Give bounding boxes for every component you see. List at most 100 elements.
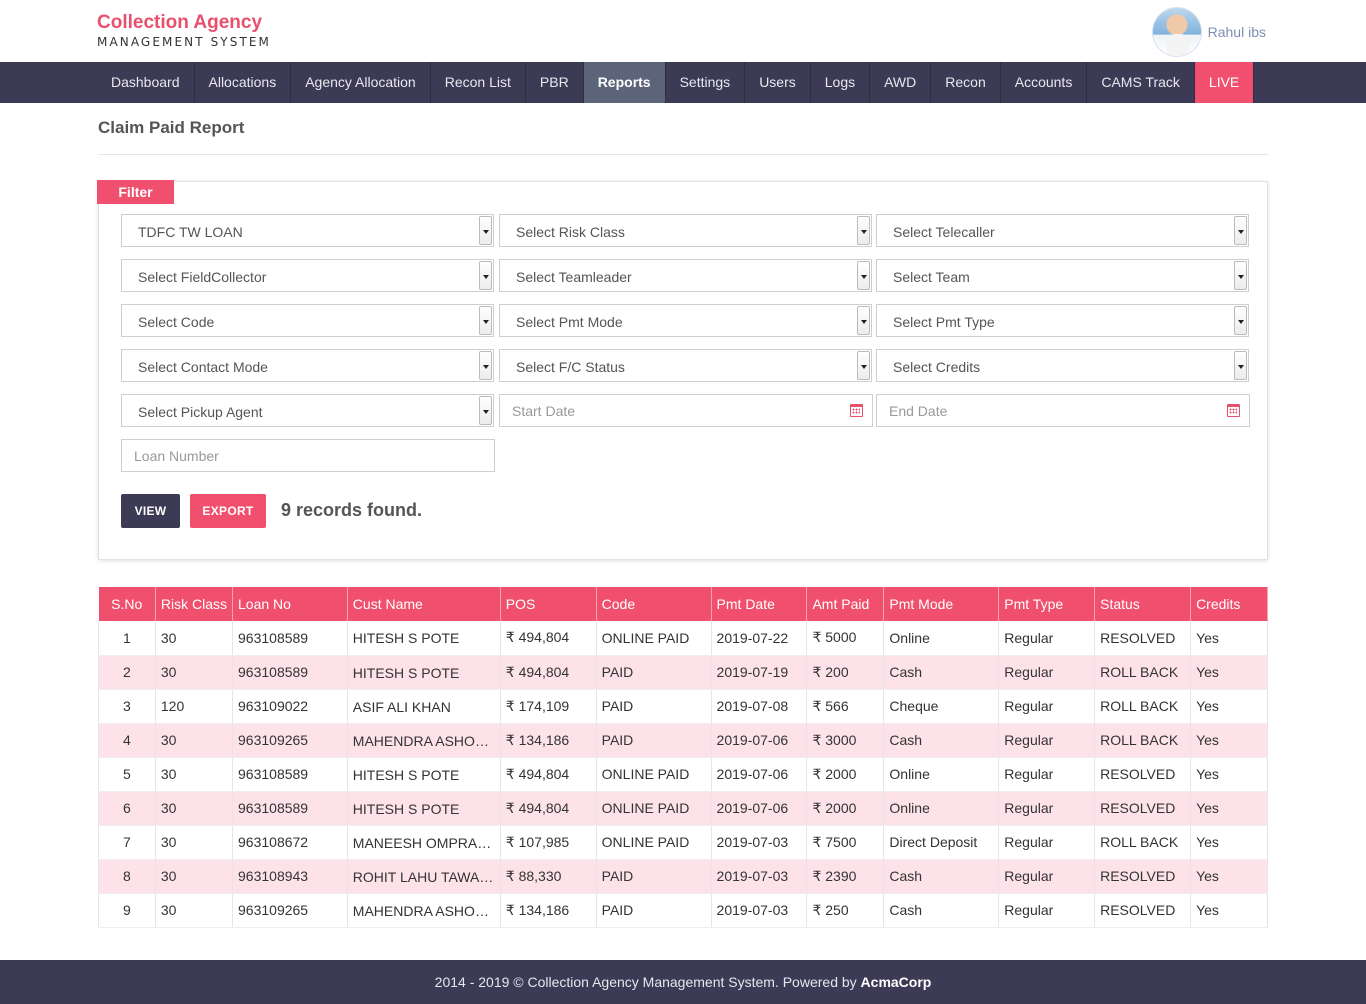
- start-date-input[interactable]: Start Date: [499, 394, 873, 427]
- table-cell: ₹ 494,804: [500, 791, 597, 826]
- footer-text: 2014 - 2019 © Collection Agency Manageme…: [434, 974, 857, 990]
- table-cell: RESOLVED: [1094, 859, 1192, 894]
- table-cell: Cash: [883, 723, 1000, 758]
- footer-company[interactable]: AcmaCorp: [860, 974, 932, 990]
- table-cell: HITESH S POTE: [347, 655, 501, 690]
- nav-item-live[interactable]: LIVE: [1194, 62, 1255, 103]
- table-cell: Regular: [998, 689, 1096, 724]
- table-cell: 2019-07-06: [711, 757, 808, 792]
- table-cell: ONLINE PAID: [596, 791, 712, 826]
- pmt-mode-select[interactable]: Select Pmt Mode: [499, 304, 872, 337]
- field-collector-select[interactable]: Select FieldCollector: [121, 259, 494, 292]
- column-header: Credits: [1190, 587, 1268, 621]
- end-date-input[interactable]: End Date: [876, 394, 1250, 427]
- chevron-down-icon[interactable]: [1234, 306, 1247, 335]
- credits-select[interactable]: Select Credits: [876, 349, 1249, 382]
- nav-item-dashboard[interactable]: Dashboard: [97, 62, 195, 103]
- customer-name: HITESH S POTE: [352, 800, 460, 817]
- pmt-type-select[interactable]: Select Pmt Type: [876, 304, 1249, 337]
- user-menu[interactable]: Rahul ibs: [1151, 7, 1266, 57]
- table-cell: 2019-07-03: [711, 893, 808, 928]
- teamleader-select[interactable]: Select Teamleader: [499, 259, 872, 292]
- select-value: Select F/C Status: [516, 358, 625, 375]
- chevron-down-icon[interactable]: [1234, 216, 1247, 245]
- filter-tab-label: Filter: [97, 180, 174, 204]
- brand-subtitle: MANAGEMENT SYSTEM: [97, 35, 272, 49]
- column-header: Pmt Type: [998, 587, 1096, 621]
- table-cell: MAHENDRA ASHOK...: [347, 893, 501, 928]
- view-button[interactable]: VIEW: [121, 494, 180, 528]
- nav-item-pbr[interactable]: PBR: [526, 62, 584, 103]
- chevron-down-icon[interactable]: [479, 351, 492, 380]
- chevron-down-icon[interactable]: [479, 216, 492, 245]
- export-button[interactable]: EXPORT: [190, 494, 266, 528]
- table-cell: ₹ 7500: [806, 825, 885, 860]
- select-value: Select Pmt Type: [893, 313, 995, 330]
- avatar[interactable]: [1151, 7, 1202, 57]
- table-cell: Regular: [998, 621, 1096, 656]
- table-cell: 963108672: [232, 825, 348, 860]
- fc-status-select[interactable]: Select F/C Status: [499, 349, 872, 382]
- table-cell: Cheque: [883, 689, 1000, 724]
- chevron-down-icon[interactable]: [857, 261, 870, 290]
- chevron-down-icon[interactable]: [857, 306, 870, 335]
- nav-item-allocations[interactable]: Allocations: [195, 62, 292, 103]
- table-cell: RESOLVED: [1094, 757, 1192, 792]
- table-cell: 2019-07-22: [711, 621, 808, 656]
- brand-logo[interactable]: Collection Agency MANAGEMENT SYSTEM: [97, 12, 271, 49]
- chevron-down-icon[interactable]: [857, 216, 870, 245]
- chevron-down-icon[interactable]: [1234, 261, 1247, 290]
- chevron-down-icon[interactable]: [857, 351, 870, 380]
- main-nav: Dashboard Allocations Agency Allocation …: [0, 62, 1366, 103]
- table-cell: 1: [98, 621, 156, 656]
- table-cell: 963108943: [232, 859, 348, 894]
- nav-item-reports[interactable]: Reports: [583, 62, 666, 103]
- table-cell: Yes: [1190, 655, 1268, 690]
- table-cell: 4: [98, 723, 156, 758]
- calendar-icon[interactable]: [1227, 404, 1240, 417]
- calendar-icon[interactable]: [850, 404, 863, 417]
- table-cell: MAHENDRA ASHOK...: [347, 723, 501, 758]
- nav-item-accounts[interactable]: Accounts: [1001, 62, 1088, 103]
- records-count: 9 records found.: [281, 500, 423, 520]
- table-cell: ₹ 5000: [806, 621, 885, 656]
- column-header: Loan No: [232, 587, 348, 621]
- loan-number-input[interactable]: Loan Number: [121, 439, 495, 472]
- nav-item-users[interactable]: Users: [745, 62, 811, 103]
- table-cell: ₹ 134,186: [500, 893, 597, 928]
- team-select[interactable]: Select Team: [876, 259, 1249, 292]
- risk-class-select[interactable]: Select Risk Class: [499, 214, 872, 247]
- table-cell: 2019-07-03: [711, 859, 808, 894]
- nav-item-awd[interactable]: AWD: [870, 62, 932, 103]
- select-value: Select Credits: [893, 358, 981, 375]
- table-cell: 3: [98, 689, 156, 724]
- contact-mode-select[interactable]: Select Contact Mode: [121, 349, 494, 382]
- chevron-down-icon[interactable]: [479, 261, 492, 290]
- table-cell: 5: [98, 757, 156, 792]
- nav-item-recon[interactable]: Recon: [931, 62, 1001, 103]
- table-cell: RESOLVED: [1094, 893, 1192, 928]
- nav-item-recon-list[interactable]: Recon List: [431, 62, 526, 103]
- nav-item-settings[interactable]: Settings: [666, 62, 746, 103]
- user-name[interactable]: Rahul ibs: [1207, 24, 1266, 40]
- table-cell: 120: [155, 689, 234, 724]
- table-body: 1 30 963108589 HITESH S POTE ₹ 494,804 ONLINE…: [98, 621, 1268, 928]
- customer-name: MANEESH OMPRAK...: [352, 834, 495, 851]
- table-cell: Yes: [1190, 825, 1268, 860]
- code-select[interactable]: Select Code: [121, 304, 494, 337]
- table-cell: Regular: [998, 893, 1096, 928]
- chevron-down-icon[interactable]: [479, 396, 492, 425]
- chevron-down-icon[interactable]: [479, 306, 492, 335]
- nav-item-cams-track[interactable]: CAMS Track: [1087, 62, 1195, 103]
- customer-name: ROHIT LAHU TAWARE: [352, 868, 495, 885]
- telecaller-select[interactable]: Select Telecaller: [876, 214, 1249, 247]
- table-row: 9 30 963109265 MAHENDRA ASHOK... ₹ 134,186 PA…: [98, 893, 1268, 928]
- nav-item-agency-allocation[interactable]: Agency Allocation: [291, 62, 431, 103]
- table-cell: ₹ 88,330: [500, 859, 597, 894]
- nav-item-logs[interactable]: Logs: [811, 62, 871, 103]
- chevron-down-icon[interactable]: [1234, 351, 1247, 380]
- loan-type-select[interactable]: TDFC TW LOAN: [121, 214, 494, 247]
- table-cell: 2019-07-03: [711, 825, 808, 860]
- table-cell: 963108589: [232, 791, 348, 826]
- pickup-agent-select[interactable]: Select Pickup Agent: [121, 394, 494, 427]
